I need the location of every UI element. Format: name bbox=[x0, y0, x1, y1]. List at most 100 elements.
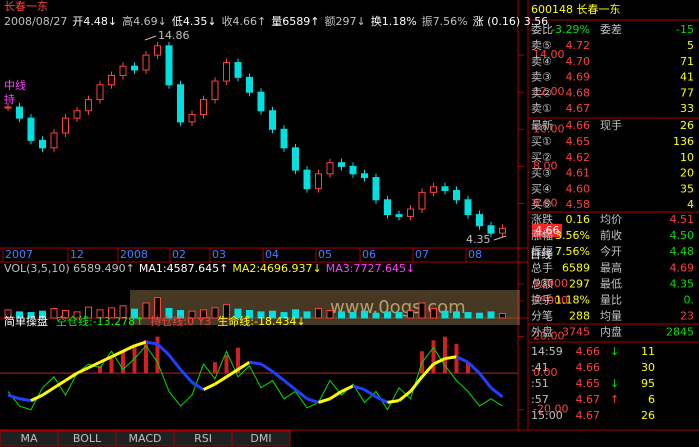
candle bbox=[119, 65, 127, 77]
sell-price: 4.68 bbox=[566, 86, 591, 99]
tick-price: 4.66 bbox=[576, 361, 601, 374]
candle bbox=[131, 65, 138, 71]
volume-bar bbox=[223, 303, 230, 319]
main-line-segment bbox=[409, 375, 424, 393]
candle bbox=[96, 84, 104, 101]
min-label: 4.35 bbox=[466, 233, 491, 246]
tab-label[interactable]: MA bbox=[20, 432, 37, 445]
quote-value: 7.56% bbox=[555, 245, 590, 258]
ind-bar bbox=[224, 354, 229, 374]
candle bbox=[62, 117, 69, 134]
sell-label: 卖⑤ bbox=[531, 39, 552, 52]
candle bbox=[349, 165, 357, 175]
quote-value: -15 bbox=[676, 23, 694, 36]
candle bbox=[476, 214, 483, 227]
buy-volume: 10 bbox=[680, 151, 694, 164]
header-info: 2008/08/27 bbox=[4, 15, 67, 28]
y-tick-label: 14.00 bbox=[533, 48, 565, 61]
volume-bar bbox=[16, 311, 23, 319]
quote-value: 2845 bbox=[666, 326, 694, 339]
volume-bar bbox=[96, 309, 104, 319]
volume-bar bbox=[85, 306, 92, 319]
quote-label: 分笔 bbox=[531, 309, 553, 323]
main-line-segment bbox=[202, 382, 216, 391]
quote-label: 总手 bbox=[531, 260, 553, 274]
volume-bar bbox=[269, 310, 276, 319]
quote-label: 现手 bbox=[600, 118, 622, 132]
quote-label: 振幅 bbox=[531, 244, 553, 258]
volume-bar bbox=[384, 311, 391, 319]
ind-bar bbox=[144, 340, 148, 374]
main-line-segment bbox=[352, 384, 365, 392]
volume-bar bbox=[338, 311, 345, 319]
volume-bar bbox=[50, 307, 58, 319]
date-label: 03 bbox=[212, 248, 226, 261]
ind-bar bbox=[236, 347, 240, 374]
main-line-segment bbox=[271, 370, 285, 382]
quote-label: 最低 bbox=[600, 277, 622, 290]
candle bbox=[407, 208, 414, 217]
main-line-segment bbox=[363, 388, 377, 399]
ind-title: 简单操盘 bbox=[4, 314, 48, 328]
tab-label[interactable]: DMI bbox=[250, 432, 271, 445]
tick-time: :57 bbox=[531, 393, 549, 406]
buy-price: 4.62 bbox=[566, 151, 591, 164]
date-label: 08 bbox=[468, 248, 482, 261]
tab-label[interactable]: RSI bbox=[194, 432, 212, 445]
quote-value: 0.16 bbox=[566, 213, 591, 226]
candle bbox=[464, 199, 472, 216]
tab[interactable] bbox=[231, 430, 291, 447]
candle bbox=[177, 84, 184, 123]
quote-value: -3.29% bbox=[551, 23, 590, 36]
main-line-segment bbox=[432, 357, 446, 366]
volume-bar bbox=[315, 307, 322, 319]
tick-arrow: ↑ bbox=[610, 393, 619, 406]
quote-value: 288 bbox=[569, 310, 590, 323]
main-line-segment bbox=[444, 355, 457, 361]
sell-volume: 33 bbox=[680, 102, 694, 115]
quote-value: 4.66 bbox=[566, 119, 591, 132]
quote-value: 297 bbox=[569, 277, 590, 290]
ind-bar bbox=[466, 362, 470, 374]
candle bbox=[39, 139, 46, 149]
tick-time: :51 bbox=[531, 377, 549, 390]
ind-bar bbox=[155, 336, 160, 374]
buy-price: 4.61 bbox=[566, 167, 591, 180]
main-line-segment bbox=[237, 360, 251, 371]
quote-value: 4.51 bbox=[670, 213, 695, 226]
volume-bar bbox=[27, 312, 35, 319]
candle bbox=[361, 173, 368, 179]
sell-volume: 41 bbox=[680, 71, 694, 84]
sell-label: 卖② bbox=[531, 86, 552, 99]
candle bbox=[269, 110, 276, 130]
main-line-segment bbox=[191, 381, 205, 391]
candle bbox=[211, 80, 219, 101]
volume-bar bbox=[303, 311, 311, 319]
main-line-segment bbox=[41, 386, 55, 397]
quote-value: 23 bbox=[680, 310, 694, 323]
volume-bar bbox=[349, 312, 357, 319]
buy-volume: 4 bbox=[687, 198, 694, 211]
tick-price: 4.66 bbox=[576, 345, 601, 358]
main-line-segment bbox=[420, 363, 435, 378]
quote-code: 600148 长春一东 bbox=[531, 3, 621, 16]
volume-bar bbox=[453, 311, 460, 319]
tab-label[interactable]: BOLL bbox=[73, 432, 102, 445]
volume-bar bbox=[372, 312, 380, 319]
quote-label: 最高 bbox=[600, 260, 622, 274]
candle bbox=[257, 91, 265, 112]
volume-bar bbox=[292, 309, 299, 319]
header-info: 收4.66↑ bbox=[222, 14, 267, 28]
quote-label: 外盘 bbox=[531, 325, 553, 339]
date-label: 06 bbox=[362, 248, 376, 261]
tick-volume: 6 bbox=[648, 393, 655, 406]
sell-volume: 77 bbox=[680, 86, 694, 99]
tab-label[interactable]: MACD bbox=[129, 432, 162, 445]
ind-bar bbox=[443, 336, 447, 374]
main-line-segment bbox=[99, 355, 113, 364]
quote-value: 6589 bbox=[562, 261, 590, 274]
candle bbox=[395, 214, 403, 217]
quote-value: 4.35 bbox=[670, 277, 695, 290]
main-line-segment bbox=[214, 375, 228, 386]
volume-bar bbox=[476, 312, 483, 319]
